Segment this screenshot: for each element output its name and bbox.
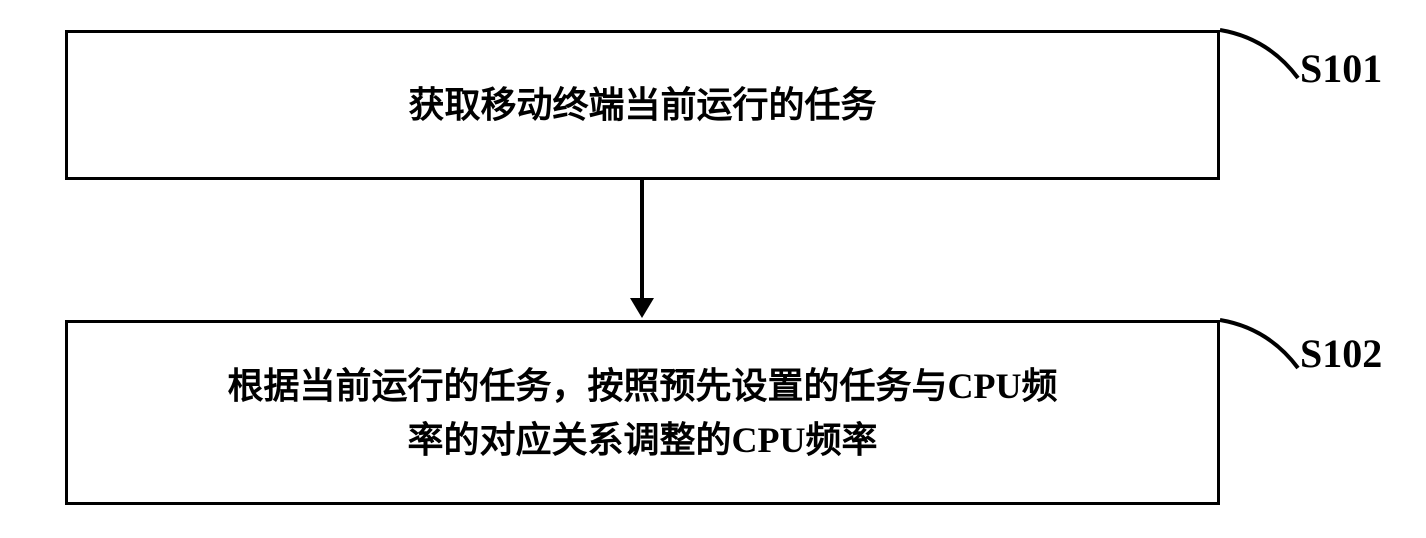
label-connector-s102: [1218, 318, 1308, 398]
flow-step-s102: 根据当前运行的任务，按照预先设置的任务与CPU频 率的对应关系调整的CPU频率: [65, 320, 1220, 505]
label-connector-s101: [1218, 28, 1308, 108]
step-label-s101: S101: [1300, 45, 1382, 92]
connector-arrowhead: [630, 298, 654, 318]
connector-line: [640, 180, 644, 300]
step-label-s102: S102: [1300, 330, 1382, 377]
flow-step-s101: 获取移动终端当前运行的任务: [65, 30, 1220, 180]
flow-step-s101-text: 获取移动终端当前运行的任务: [408, 78, 876, 132]
flowchart-container: 获取移动终端当前运行的任务 S101 根据当前运行的任务，按照预先设置的任务与C…: [0, 0, 1426, 538]
flow-step-s102-text: 根据当前运行的任务，按照预先设置的任务与CPU频 率的对应关系调整的CPU频率: [228, 359, 1058, 467]
